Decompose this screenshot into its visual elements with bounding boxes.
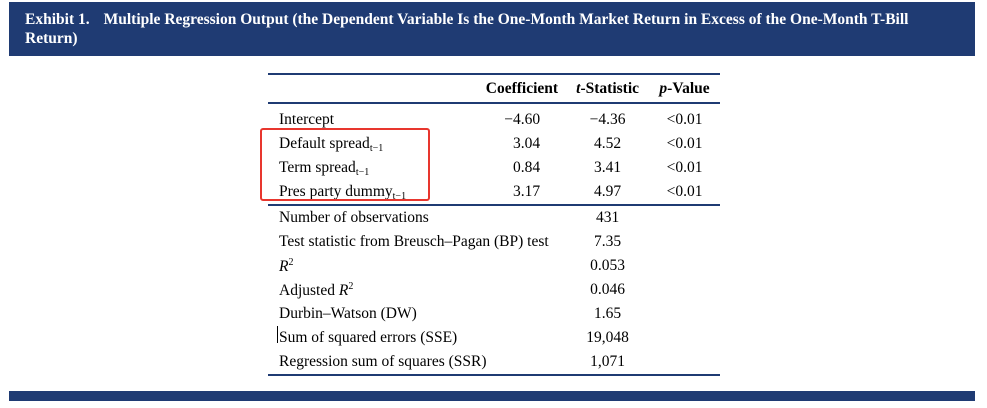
highlight-box (260, 128, 430, 201)
row-p-value: <0.01 (666, 159, 703, 176)
stat-value: 19,048 (586, 329, 629, 346)
stat-label: Regression sum of squares (SSR) (268, 350, 567, 376)
row-t-statistic: 4.97 (566, 180, 650, 206)
row-label: Default spreadt−1 (279, 134, 384, 154)
stat-value: 431 (595, 209, 620, 226)
stat-row: R2 0.053 (268, 254, 720, 278)
row-t-statistic: −4.36 (589, 111, 626, 128)
row-t-statistic: 3.41 (594, 159, 622, 176)
table-row: Term spreadt−1 0.84 3.41 <0.01 (268, 156, 720, 180)
row-t-statistic: 4.52 (594, 135, 622, 152)
header-p-value: p-Value (659, 79, 710, 97)
stat-value: 0.046 (590, 281, 626, 298)
stat-row: Durbin–Watson (DW) 1.65 (268, 302, 720, 326)
header-t-statistic: t-Statistic (576, 79, 640, 97)
footer-bar (9, 391, 975, 401)
stat-value: 0.053 (590, 257, 626, 274)
header-coefficient: Coefficient (485, 79, 559, 97)
row-coefficient: 3.04 (512, 135, 541, 152)
stat-label: Test statistic from Breusch–Pagan (BP) t… (279, 233, 549, 250)
exhibit-header: Exhibit 1. Multiple Regression Output (th… (9, 2, 975, 56)
row-p-value: <0.01 (666, 135, 703, 152)
table-row: Intercept −4.60 −4.36 <0.01 (268, 103, 720, 132)
stat-row: Adjusted R2 0.046 (268, 278, 720, 302)
stat-label: R2 (279, 256, 294, 275)
stat-label: Sum of squared errors (SSE) (279, 329, 458, 346)
row-label: Pres party dummyt−1 (268, 180, 475, 206)
table-row: Default spreadt−1 3.04 4.52 <0.01 (268, 132, 720, 156)
stat-label: Durbin–Watson (DW) (279, 305, 417, 322)
exhibit-title: Multiple Regression Output (the Dependen… (25, 11, 909, 47)
row-p-value: <0.01 (666, 111, 703, 128)
row-label: Intercept (279, 111, 335, 128)
table-row: Pres party dummyt−1 3.17 4.97 <0.01 (268, 180, 720, 206)
stat-row: Test statistic from Breusch–Pagan (BP) t… (268, 230, 720, 254)
stat-label: Number of observations (279, 209, 429, 226)
regression-table: Coefficient t-Statistic p-Value Intercep… (268, 73, 720, 376)
row-coefficient: 3.17 (474, 180, 567, 206)
text-cursor (277, 326, 278, 343)
stat-value: 1.65 (594, 305, 622, 322)
stat-value: 1,071 (566, 350, 650, 376)
stat-row: Sum of squared errors (SSE) 19,048 (268, 326, 720, 350)
stat-value: 7.35 (594, 233, 622, 250)
stat-row: Number of observations 431 (268, 205, 720, 230)
stat-row: Regression sum of squares (SSR) 1,071 (268, 350, 720, 376)
row-label: Term spreadt−1 (279, 158, 370, 178)
table-header-row: Coefficient t-Statistic p-Value (268, 74, 720, 103)
row-coefficient: −4.60 (504, 111, 541, 128)
header-blank (268, 74, 474, 103)
row-p-value: <0.01 (649, 180, 720, 206)
stat-label: Adjusted R2 (279, 280, 354, 299)
row-coefficient: 0.84 (512, 159, 541, 176)
exhibit-number: Exhibit 1. (25, 11, 90, 28)
